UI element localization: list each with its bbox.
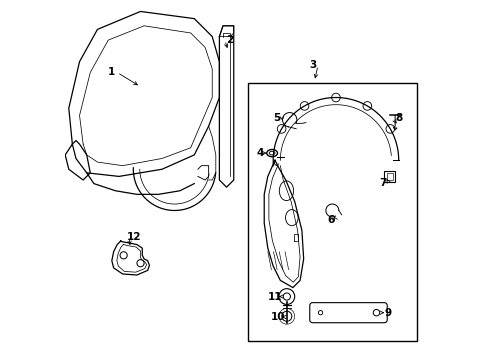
- Text: 11: 11: [267, 292, 282, 302]
- Text: 10: 10: [270, 312, 285, 322]
- Text: 8: 8: [394, 113, 402, 123]
- Text: 7: 7: [379, 177, 386, 188]
- Bar: [247, 83, 416, 341]
- Text: 2: 2: [226, 35, 233, 45]
- Text: 9: 9: [384, 308, 391, 318]
- Text: 3: 3: [308, 60, 316, 70]
- Text: 4: 4: [256, 148, 264, 158]
- Text: 5: 5: [273, 113, 280, 123]
- Text: 6: 6: [326, 215, 333, 225]
- Text: 1: 1: [108, 67, 115, 77]
- Bar: [384, 171, 394, 182]
- Text: 12: 12: [127, 232, 142, 242]
